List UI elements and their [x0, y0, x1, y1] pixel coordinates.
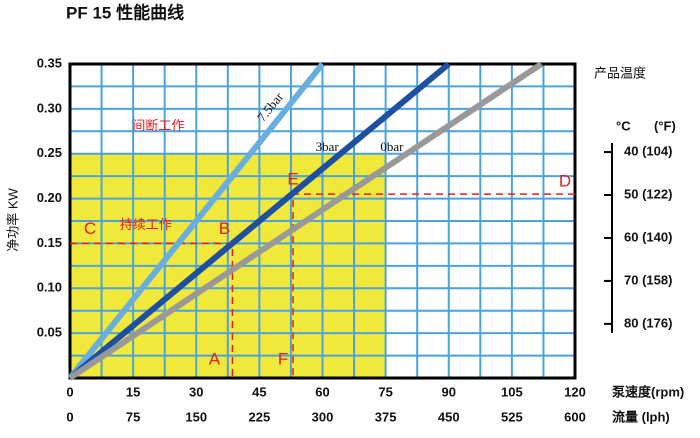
chart-title: PF 15 性能曲线 — [66, 2, 184, 22]
x2-tick-label: 525 — [501, 409, 523, 424]
point-label: F — [278, 349, 288, 368]
x2-tick-label: 600 — [564, 409, 586, 424]
x-axis-label: 泵速度(rpm) — [612, 384, 684, 399]
x-tick-label: 30 — [189, 384, 203, 399]
x-tick-label: 75 — [378, 384, 392, 399]
x2-tick-label: 450 — [438, 409, 460, 424]
y-tick-label: 0.35 — [37, 55, 62, 70]
point-label: A — [209, 349, 221, 368]
y2-tick-label: 50 (122) — [624, 186, 672, 201]
y2-header: 产品温度 — [594, 65, 646, 80]
y2-tick-label: 40 (104) — [624, 143, 672, 158]
point-label: D — [559, 172, 571, 191]
y-tick-label: 0.15 — [37, 235, 62, 250]
x-tick-label: 45 — [252, 384, 266, 399]
x-tick-label: 90 — [442, 384, 456, 399]
y2-unit: (°F) — [654, 118, 676, 133]
point-label: C — [84, 219, 96, 238]
series-line — [68, 61, 543, 381]
y2-tick-label: 80 (176) — [624, 315, 672, 330]
x-tick-label: 60 — [315, 384, 329, 399]
x-tick-label: 120 — [564, 384, 586, 399]
x-tick-label: 15 — [126, 384, 140, 399]
x2-tick-label: 75 — [126, 409, 140, 424]
y-tick-label: 0.10 — [37, 280, 62, 295]
series-label: 3bar — [316, 139, 340, 154]
x2-tick-label: 300 — [312, 409, 334, 424]
x2-tick-label: 150 — [185, 409, 207, 424]
point-label: E — [287, 170, 298, 189]
x2-tick-label: 375 — [375, 409, 397, 424]
x2-axis-label: 流量 (lph) — [612, 409, 670, 424]
x-tick-label: 105 — [501, 384, 523, 399]
x-tick-label: 0 — [66, 384, 73, 399]
series-label: 0bar — [380, 139, 404, 154]
y2-tick-label: 70 (158) — [624, 272, 672, 287]
region-label: 持续工作 — [120, 217, 172, 232]
x2-tick-label: 0 — [66, 409, 73, 424]
series-line — [68, 61, 451, 381]
y-tick-label: 0.30 — [37, 100, 62, 115]
x2-tick-label: 225 — [249, 409, 271, 424]
y2-tick-label: 60 (140) — [624, 229, 672, 244]
point-label: B — [219, 219, 230, 238]
y-tick-label: 0.05 — [37, 325, 62, 340]
y-tick-label: 0.20 — [37, 190, 62, 205]
y-tick-label: 0.25 — [37, 145, 62, 160]
y2-unit: °C — [616, 118, 631, 133]
region-label: 间断工作 — [132, 118, 184, 133]
series-line — [67, 62, 325, 380]
y-axis-label: 净功率 KW — [5, 187, 20, 251]
